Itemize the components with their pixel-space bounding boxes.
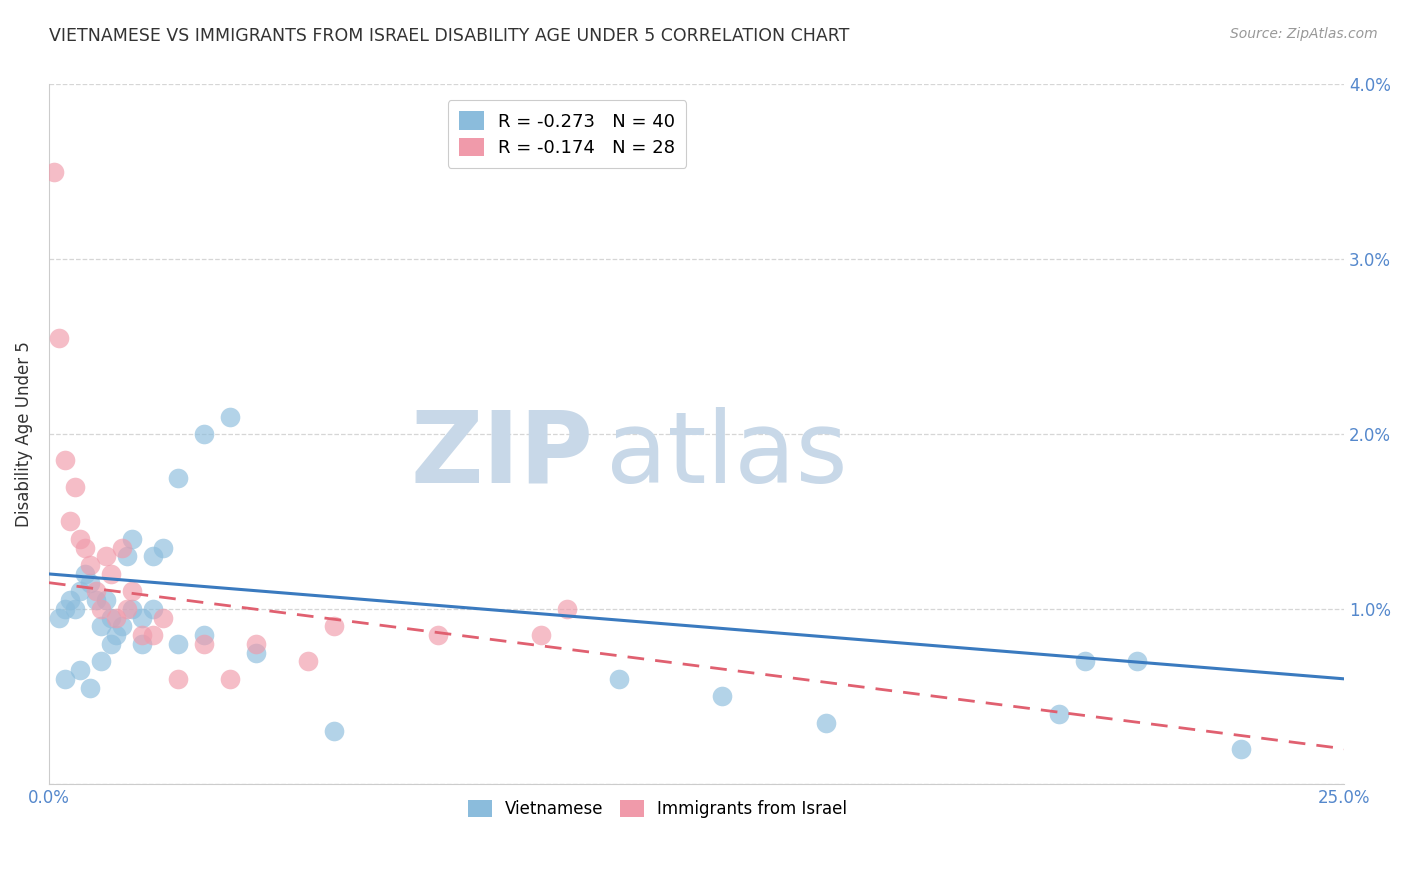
Point	[63, 479, 86, 493]
Point	[94, 549, 117, 564]
Point	[100, 637, 122, 651]
Point	[607, 672, 630, 686]
Point	[193, 637, 215, 651]
Point	[530, 628, 553, 642]
Point	[79, 558, 101, 573]
Point	[90, 602, 112, 616]
Point	[110, 541, 132, 555]
Point	[219, 672, 242, 686]
Point	[131, 637, 153, 651]
Text: ZIP: ZIP	[411, 407, 593, 504]
Point	[90, 619, 112, 633]
Point	[69, 663, 91, 677]
Point	[94, 593, 117, 607]
Point	[167, 672, 190, 686]
Point	[152, 610, 174, 624]
Point	[245, 646, 267, 660]
Text: VIETNAMESE VS IMMIGRANTS FROM ISRAEL DISABILITY AGE UNDER 5 CORRELATION CHART: VIETNAMESE VS IMMIGRANTS FROM ISRAEL DIS…	[49, 27, 849, 45]
Y-axis label: Disability Age Under 5: Disability Age Under 5	[15, 341, 32, 527]
Point	[1047, 706, 1070, 721]
Point	[75, 541, 97, 555]
Point	[48, 331, 70, 345]
Point	[53, 453, 76, 467]
Point	[115, 549, 138, 564]
Point	[815, 715, 838, 730]
Point	[53, 672, 76, 686]
Point	[53, 602, 76, 616]
Point	[69, 532, 91, 546]
Point	[426, 628, 449, 642]
Point	[142, 602, 165, 616]
Point	[44, 165, 66, 179]
Point	[84, 584, 107, 599]
Point	[63, 602, 86, 616]
Point	[121, 532, 143, 546]
Point	[297, 654, 319, 668]
Point	[152, 541, 174, 555]
Point	[84, 593, 107, 607]
Point	[193, 427, 215, 442]
Point	[245, 637, 267, 651]
Point	[142, 628, 165, 642]
Point	[121, 602, 143, 616]
Point	[322, 619, 344, 633]
Point	[48, 610, 70, 624]
Point	[121, 584, 143, 599]
Point	[100, 610, 122, 624]
Point	[142, 549, 165, 564]
Point	[59, 593, 82, 607]
Text: Source: ZipAtlas.com: Source: ZipAtlas.com	[1230, 27, 1378, 41]
Point	[105, 628, 128, 642]
Point	[75, 566, 97, 581]
Point	[167, 637, 190, 651]
Point	[105, 610, 128, 624]
Point	[1074, 654, 1097, 668]
Point	[131, 628, 153, 642]
Point	[219, 409, 242, 424]
Legend: Vietnamese, Immigrants from Israel: Vietnamese, Immigrants from Israel	[461, 793, 853, 824]
Point	[711, 690, 734, 704]
Point	[1229, 741, 1251, 756]
Point	[79, 681, 101, 695]
Point	[131, 610, 153, 624]
Point	[167, 471, 190, 485]
Point	[322, 724, 344, 739]
Point	[100, 566, 122, 581]
Point	[110, 619, 132, 633]
Point	[115, 602, 138, 616]
Point	[555, 602, 578, 616]
Point	[193, 628, 215, 642]
Point	[69, 584, 91, 599]
Point	[79, 575, 101, 590]
Point	[1126, 654, 1149, 668]
Point	[90, 654, 112, 668]
Point	[59, 515, 82, 529]
Text: atlas: atlas	[606, 407, 848, 504]
